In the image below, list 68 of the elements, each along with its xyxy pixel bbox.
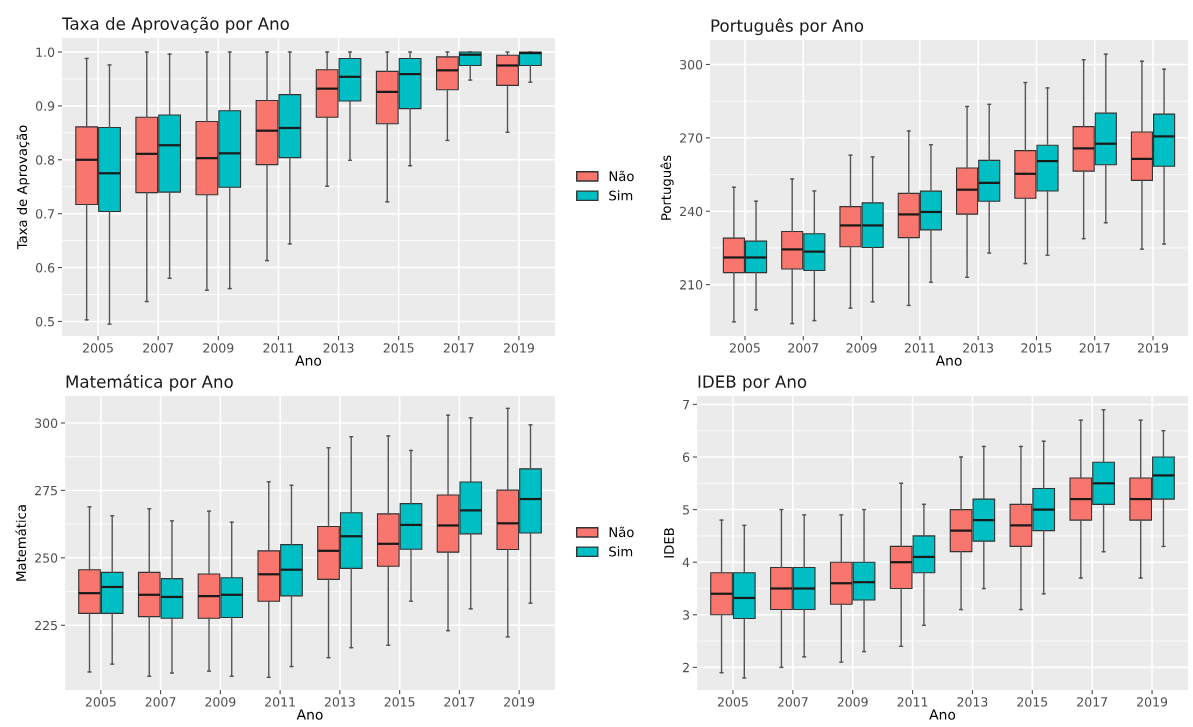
- x-tick-label: 2017: [1079, 343, 1110, 353]
- x-tick-label: 2007: [777, 697, 808, 707]
- x-tick-label: 2007: [788, 343, 819, 353]
- x-tick-label: 2007: [143, 343, 174, 353]
- legend-label: Não: [609, 170, 634, 182]
- y-tick-label: 6: [682, 452, 690, 462]
- y-tick-label: 0.8: [36, 155, 55, 165]
- chart-title: Português por Ano: [711, 18, 864, 36]
- x-tick-label: 2013: [957, 697, 988, 707]
- y-axis-title: Matemática: [15, 505, 27, 581]
- x-tick-label: 2019: [1138, 343, 1169, 353]
- y-tick-label: 240: [680, 206, 703, 217]
- x-tick-label: 2011: [897, 697, 928, 707]
- legend-label: Sim: [609, 190, 633, 201]
- x-tick-label: 2011: [265, 697, 295, 707]
- legend-label: Não: [609, 526, 634, 538]
- x-tick-label: 2013: [963, 343, 994, 353]
- chart-title: Taxa de Aprovação por Ano: [61, 16, 289, 34]
- y-axis-title: IDEB: [664, 528, 674, 558]
- x-axis-title: Ano: [295, 355, 322, 366]
- x-axis-title: Ano: [929, 709, 956, 720]
- x-tick-label: 2011: [263, 343, 294, 353]
- x-tick-label: 2015: [1017, 697, 1048, 707]
- x-tick-label: 2005: [83, 343, 113, 353]
- x-tick-label: 2019: [1137, 697, 1168, 707]
- x-tick-label: 2015: [1021, 343, 1052, 353]
- y-tick-label: 0.9: [36, 101, 55, 111]
- x-tick-label: 2005: [85, 697, 116, 707]
- chart-title: Matemática por Ano: [66, 374, 233, 392]
- x-tick-label: 2009: [203, 343, 234, 353]
- x-tick-label: 2005: [729, 343, 760, 353]
- x-tick-label: 2009: [205, 697, 236, 707]
- y-tick-label: 2: [683, 662, 689, 673]
- x-tick-label: 2009: [846, 343, 877, 353]
- y-tick-label: 0.7: [36, 209, 54, 219]
- x-axis-title: Ano: [935, 355, 962, 366]
- y-tick-label: 270: [680, 133, 703, 143]
- x-tick-label: 2013: [324, 697, 355, 707]
- x-tick-label: 2009: [837, 697, 868, 707]
- x-tick-label: 2015: [383, 343, 414, 353]
- y-tick-label: 300: [35, 418, 58, 428]
- x-tick-label: 2017: [443, 343, 474, 353]
- y-tick-label: 5: [683, 505, 689, 515]
- x-tick-label: 2011: [904, 343, 935, 353]
- y-tick-label: 4: [682, 557, 690, 567]
- y-tick-label: 1.0: [36, 47, 55, 57]
- x-tick-label: 2017: [444, 697, 475, 707]
- y-tick-label: 7: [683, 400, 689, 410]
- legend-label: Sim: [609, 546, 633, 557]
- y-tick-label: 250: [35, 553, 58, 563]
- y-tick-label: 0.5: [36, 316, 54, 327]
- y-axis-title: Taxa de Aprovação: [16, 125, 30, 250]
- x-tick-label: 2017: [1077, 697, 1108, 707]
- x-tick-label: 2013: [323, 343, 354, 353]
- y-axis-title: Português: [660, 155, 674, 220]
- chart-title: IDEB por Ano: [698, 375, 807, 392]
- y-tick-label: 300: [680, 59, 703, 70]
- y-tick-label: 275: [35, 485, 57, 496]
- y-tick-label: 0.6: [36, 263, 55, 273]
- x-axis-title: Ano: [296, 709, 323, 720]
- y-tick-label: 225: [35, 620, 57, 631]
- x-tick-label: 2007: [145, 697, 176, 707]
- x-tick-label: 2019: [503, 343, 534, 353]
- x-tick-label: 2005: [717, 697, 748, 707]
- y-tick-label: 3: [683, 610, 690, 620]
- x-tick-label: 2015: [384, 697, 415, 707]
- y-tick-label: 210: [680, 280, 703, 290]
- x-tick-label: 2019: [504, 697, 535, 707]
